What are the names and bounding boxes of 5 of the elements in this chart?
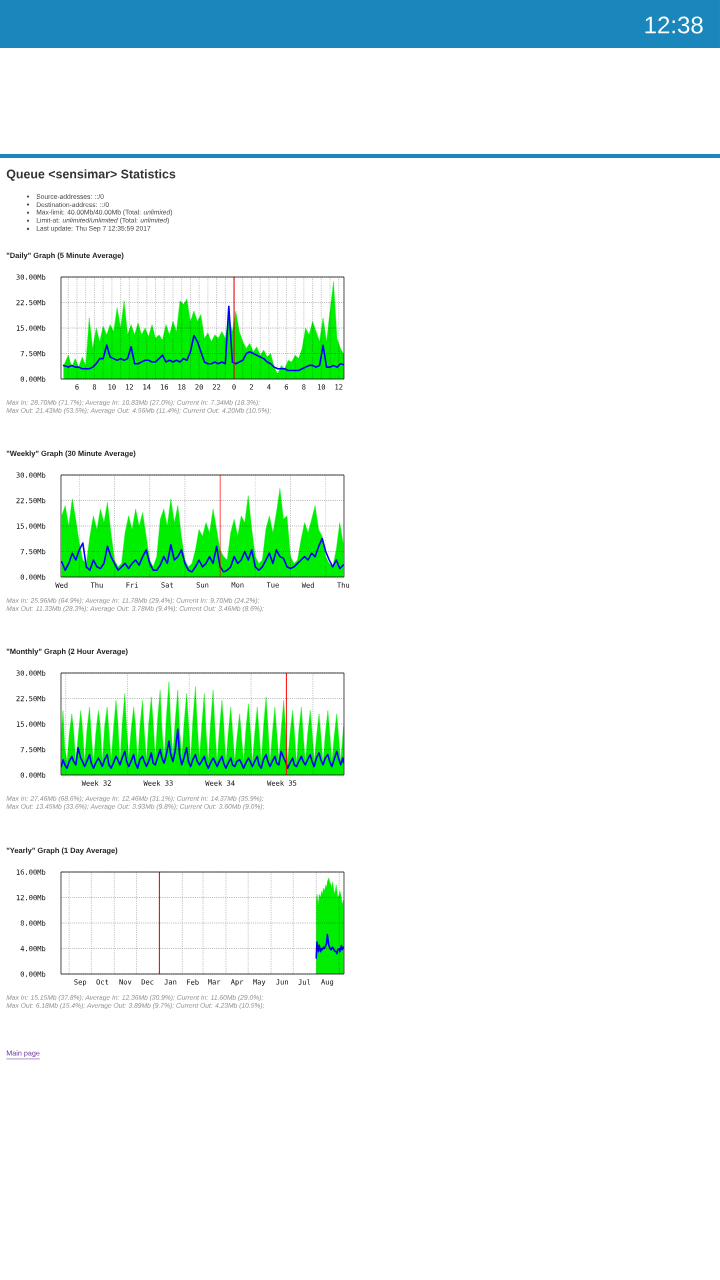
- line-series: [61, 537, 344, 573]
- text: Queue <sensimar> Statistics: [6, 169, 176, 181]
- text: 12:38: [645, 16, 703, 34]
- line-series: [61, 728, 344, 769]
- line-series: [315, 933, 344, 959]
